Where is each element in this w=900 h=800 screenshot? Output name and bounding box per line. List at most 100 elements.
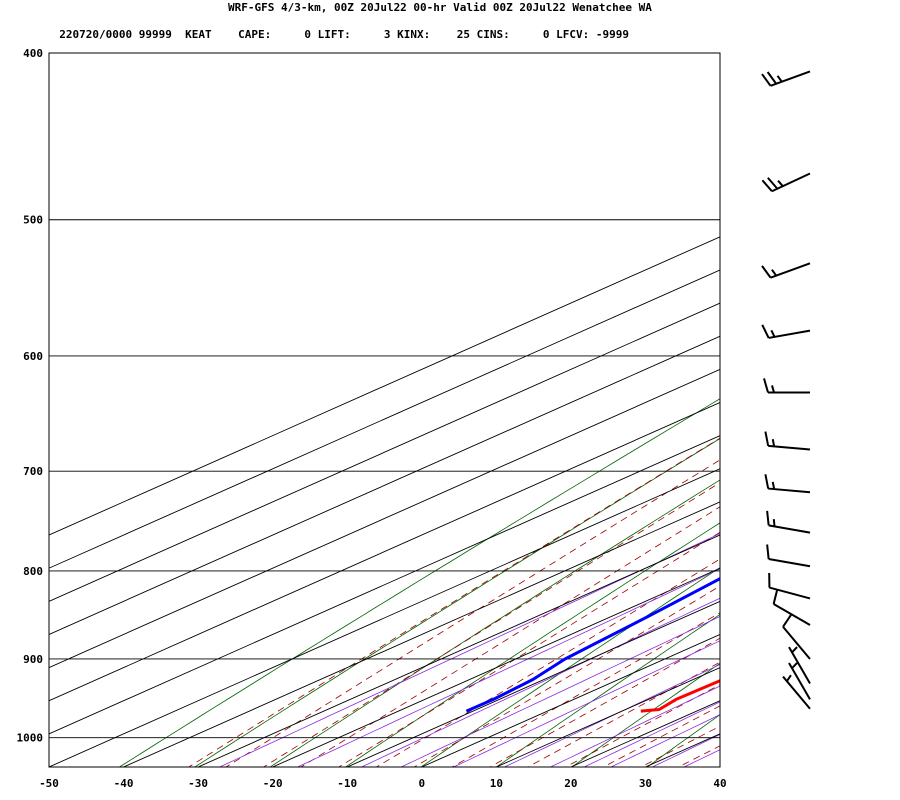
isotherm-line [197, 534, 720, 767]
dry-adiabat [194, 438, 720, 767]
barb-half-flag [771, 269, 777, 277]
y-tick-label: 500 [23, 214, 43, 227]
dewpoint-line [465, 576, 720, 713]
barb-flag [772, 589, 779, 605]
mixing-ratio-line [610, 714, 720, 767]
wind-barb [788, 646, 811, 684]
isotherm-line [272, 567, 720, 767]
x-tick-label: -20 [263, 777, 283, 790]
x-tick-label: -10 [337, 777, 357, 790]
mixing-ratio-line [651, 734, 720, 767]
wind-barb [766, 510, 811, 534]
moist-adiabat [451, 612, 720, 767]
barb-half-flag [772, 519, 776, 527]
dry-adiabat [420, 567, 720, 767]
barb-staff [769, 586, 811, 600]
wind-barb [761, 262, 811, 279]
moist-adiabat [300, 506, 720, 767]
dry-adiabat [118, 398, 720, 767]
stat-cape-value: 0 [304, 28, 311, 41]
barb-staff [788, 662, 811, 700]
y-tick-label: 800 [23, 565, 43, 578]
mixing-ratio-line [296, 568, 720, 767]
barb-flag [761, 324, 770, 339]
barb-half-flag [771, 439, 776, 447]
barb-half-flag [771, 385, 775, 393]
barb-staff [768, 487, 811, 494]
moist-adiabat [188, 437, 720, 767]
moist-adiabat [413, 585, 720, 767]
barb-flag [761, 73, 772, 87]
barb-flag [766, 510, 770, 526]
stat-lfcv-label: LFCV: [556, 28, 590, 41]
isotherm-line [570, 700, 720, 767]
barb-flag [767, 177, 779, 190]
wind-barb [764, 474, 811, 494]
barb-half-flag [777, 180, 784, 187]
stat-kinx-label: KINX: [397, 28, 431, 41]
barb-staff [770, 262, 811, 279]
barb-staff [773, 603, 811, 626]
barb-half-flag [791, 646, 798, 653]
isotherm-line [49, 402, 720, 702]
mixing-ratio-line [683, 749, 720, 767]
barb-staff [782, 626, 811, 660]
stat-lift-value: 3 [383, 28, 391, 41]
stat-cins-value: 0 [542, 28, 550, 41]
isotherm-line [49, 468, 720, 767]
x-tick-label: 10 [490, 777, 503, 790]
isotherm-line [49, 368, 720, 669]
barb-half-flag [770, 329, 776, 338]
isotherm-line [49, 269, 720, 569]
mixing-ratio-line [503, 664, 720, 767]
isotherm-line [347, 600, 720, 767]
wind-barb [772, 589, 811, 626]
dry-adiabat [269, 479, 720, 767]
barb-flag [763, 378, 769, 393]
x-tick-label: 30 [639, 777, 652, 790]
series-layer [465, 576, 720, 713]
dry-adiabat [855, 15, 900, 782]
sounding-stats: 220720/0000 99999 KEAT CAPE: 0 LIFT: 3 K… [46, 15, 629, 41]
dry-adiabat [703, 15, 900, 782]
barb-staff [788, 646, 811, 684]
dry-adiabat [646, 714, 720, 767]
barb-half-flag [791, 662, 798, 669]
barb-staff [768, 444, 811, 451]
x-tick-label: -30 [188, 777, 208, 790]
barb-flag [761, 265, 772, 279]
stat-cins-label: CINS: [476, 28, 510, 41]
barb-flag [764, 431, 770, 447]
barb-flag [766, 71, 777, 85]
stat-cape-label: CAPE: [238, 28, 272, 41]
y-tick-label: 600 [23, 350, 43, 363]
grid [49, 53, 720, 767]
barb-staff [768, 524, 811, 534]
dry-adiabat [495, 613, 720, 767]
wind-barb [763, 378, 810, 394]
wind-barb [766, 544, 811, 568]
isotherm-line [123, 501, 720, 767]
mixing-ratio-line [452, 640, 720, 767]
barb-flag [766, 544, 770, 560]
isotherm-line [49, 435, 720, 735]
mixing-ratio-line [360, 597, 720, 767]
stat-kinx-value: 25 [456, 28, 470, 41]
barb-flag [764, 474, 770, 489]
wind-barb [782, 614, 811, 660]
y-tick-label: 400 [23, 47, 43, 60]
isotherm-line [49, 335, 720, 635]
wind-barbs [761, 70, 811, 710]
stat-lfcv-value: -9999 [595, 28, 629, 41]
wind-barb [761, 172, 811, 193]
x-tick-label: -50 [39, 777, 59, 790]
y-tick-label: 1000 [17, 732, 44, 745]
isotherm-line [645, 733, 720, 767]
moist-adiabat [262, 482, 720, 767]
wind-barb [768, 573, 811, 600]
wind-barb [788, 662, 811, 700]
barb-flag [782, 614, 792, 628]
mixing-ratio-line [583, 701, 720, 767]
dry-adiabat [571, 662, 720, 767]
barb-half-flag [786, 674, 792, 682]
